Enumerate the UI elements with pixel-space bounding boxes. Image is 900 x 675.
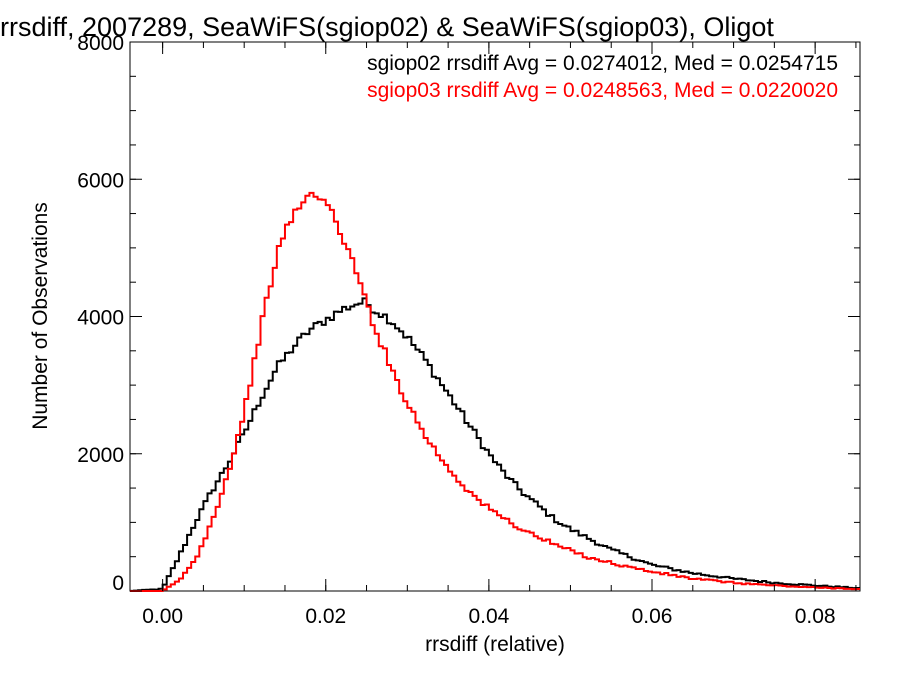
series-line-sgiop03 <box>130 191 860 592</box>
plot-area: 0.00 0.02 0.04 0.06 0.08 0 2000 4000 6000 8000 <box>77 32 861 628</box>
plot-frame <box>129 41 861 592</box>
x-tick-label: 0.04 <box>468 605 509 628</box>
y-tick-label: 8000 <box>77 32 124 55</box>
x-tick-label: 0.06 <box>632 605 673 628</box>
legend-entry-sgiop03: sgiop03 rrsdiff Avg = 0.0248563, Med = 0… <box>367 79 838 102</box>
y-tick-label: 2000 <box>77 444 124 467</box>
series-layer <box>130 191 860 592</box>
x-tick-label: 0.00 <box>142 605 183 628</box>
x-tick-label: 0.02 <box>305 605 346 628</box>
series-line-sgiop02 <box>130 297 860 592</box>
y-tick-label: 0 <box>112 572 124 595</box>
chart-title: rrsdiff, 2007289, SeaWiFS(sgiop02) & Sea… <box>0 12 774 42</box>
y-tick-label: 4000 <box>77 307 124 330</box>
tick-layer: 0.00 0.02 0.04 0.06 0.08 0 2000 4000 6000 8000 <box>77 32 860 628</box>
y-axis-label: Number of Observations <box>29 202 52 430</box>
y-tick-label: 6000 <box>77 169 124 192</box>
x-axis-label: rrsdiff (relative) <box>425 633 565 656</box>
x-tick-label: 0.08 <box>795 605 836 628</box>
legend-entry-sgiop02: sgiop02 rrsdiff Avg = 0.0274012, Med = 0… <box>367 52 838 75</box>
